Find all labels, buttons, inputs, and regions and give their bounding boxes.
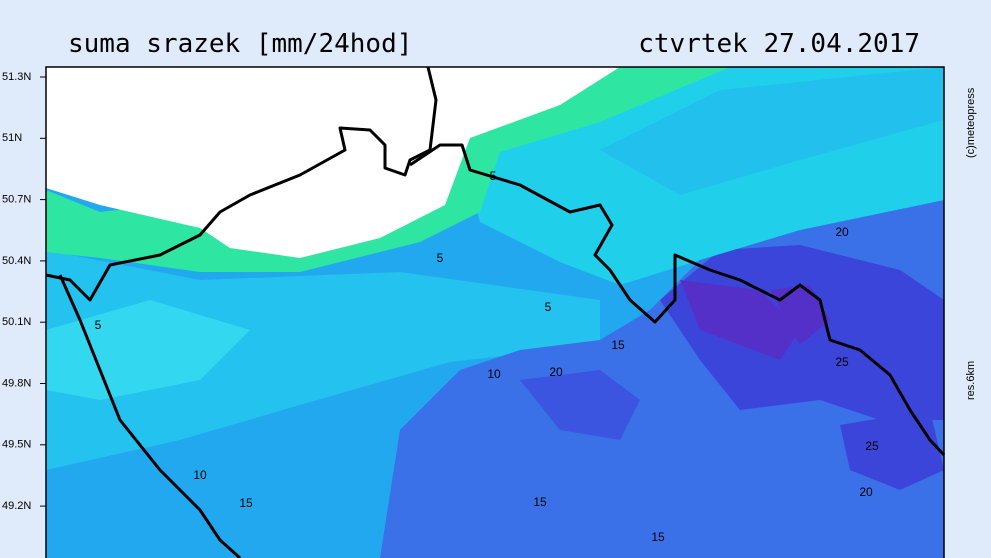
border: [45, 66, 946, 558]
darkblue-area: [840, 410, 944, 490]
resolution: res.6km: [965, 361, 977, 400]
lat-label: 51N: [2, 132, 22, 144]
contour-label: 25: [865, 439, 879, 453]
contour-label: 15: [651, 530, 665, 544]
contour-label: 20: [549, 365, 563, 379]
dry-area: [46, 67, 620, 258]
purple-area: [680, 280, 800, 360]
contour-label: 5: [545, 300, 552, 314]
copyright: (c)meteopress: [965, 87, 977, 158]
contour-labels: 5 5 5 5 15 10 20 20 25 25 20 10 15 15 15: [95, 169, 879, 544]
border-north: [45, 66, 438, 302]
contour-label: 20: [859, 485, 873, 499]
lat-label: 49.5N: [2, 439, 31, 451]
lat-label: 49.8N: [2, 377, 31, 389]
border-west: [58, 274, 242, 558]
map-date: ctvrtek 27.04.2017: [638, 29, 920, 59]
purple-area: [770, 285, 830, 345]
lat-label: 50.4N: [2, 255, 31, 267]
contour-label: 15: [611, 338, 625, 352]
contour-label: 20: [835, 225, 849, 239]
lat-axis: 51.3N 51N 50.7N 50.4N 50.1N 49.8N 49.5N 49.2N: [2, 71, 46, 512]
cyan-band-2: [600, 67, 944, 195]
contour-label: 10: [487, 367, 501, 381]
cyan-patch: [46, 300, 250, 400]
map-frame: [45, 66, 945, 558]
border-east: [409, 143, 946, 457]
contour-label: 5: [490, 169, 497, 183]
contour-label: 15: [533, 495, 547, 509]
contour-label: 5: [437, 251, 444, 265]
contour-label: 15: [239, 496, 253, 510]
contour-label: 25: [835, 355, 849, 369]
lat-label: 49.2N: [2, 500, 31, 512]
precip-field: [46, 67, 944, 558]
map-title: suma srazek [mm/24hod]: [68, 29, 412, 59]
lat-label: 51.3N: [2, 71, 31, 83]
contour-label: 10: [193, 468, 207, 482]
contour-label: 5: [95, 318, 102, 332]
lat-label: 50.1N: [2, 316, 31, 328]
blue-patch: [520, 370, 640, 440]
lat-label: 50.7N: [2, 194, 31, 206]
cyan-area: [46, 250, 600, 470]
